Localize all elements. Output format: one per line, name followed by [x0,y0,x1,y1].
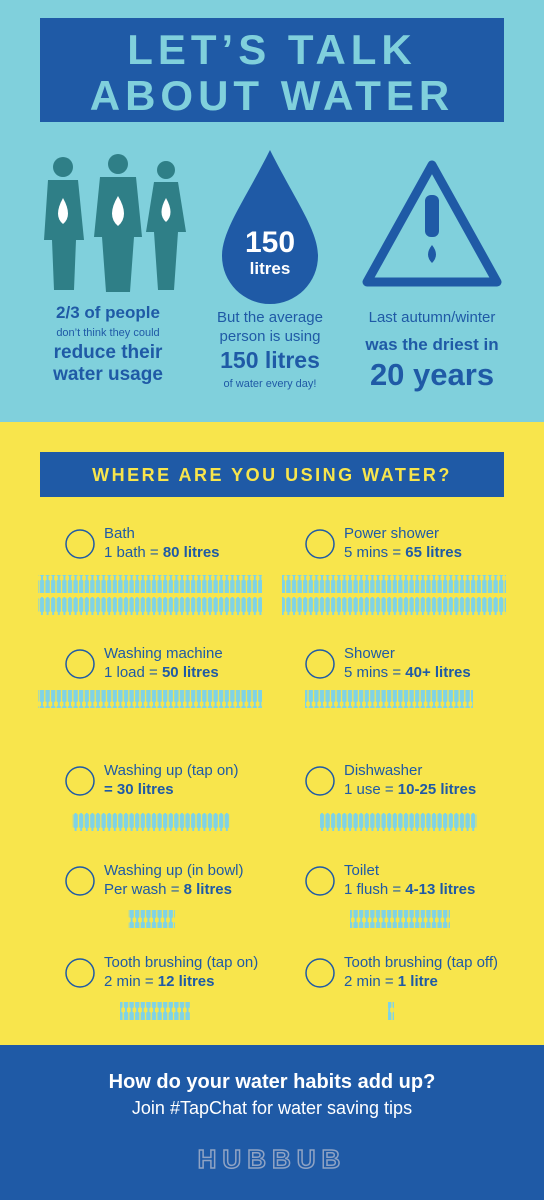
item-value: 4-13 litres [405,881,475,898]
item-value: 10-25 litres [398,781,476,798]
item-prefix: 2 min = [344,973,398,990]
item-value: 40+ litres [405,664,470,681]
item-amount: 1 use = 10-25 litres [344,781,476,798]
item-value: 12 litres [158,973,215,990]
section-box [40,452,504,497]
stat-line: reduce their [54,342,163,363]
bottle-row [120,1002,190,1020]
item-name: Power shower [344,525,439,542]
items: Bath 1 bath = 80 litres Power shower 5 mins… [38,525,506,1020]
item-name: Washing up (in bowl) [104,862,244,879]
item-prefix: 1 bath = [104,544,163,561]
item-name: Tooth brushing (tap on) [104,954,258,971]
stat-line: 2/3 of people [56,303,160,322]
item-name: Tooth brushing (tap off) [344,954,498,971]
people-icon [44,154,186,292]
warning-icon [362,160,502,287]
item-prefix: 5 mins = [344,664,405,681]
item-value: 80 litres [163,544,220,561]
item-amount: 5 mins = 40+ litres [344,664,471,681]
item-name: Dishwasher [344,762,422,779]
item-amount: = 30 litres [104,781,174,798]
bottle-row [38,575,262,593]
item-amount: 5 mins = 65 litres [344,544,462,561]
stat-line: 150 litres [220,347,320,373]
stat-line: water usage [52,364,163,385]
bottle-row [282,597,506,615]
title-line: ABOUT WATER [90,72,455,119]
item-prefix: Per wash = [104,881,184,898]
item-value: 1 litre [398,973,438,990]
item-icon [65,958,95,988]
stat-line: Last autumn/winter [369,309,496,326]
item-name: Washing up (tap on) [104,762,239,779]
bottle-row [350,910,450,928]
item-value: 65 litres [405,544,462,561]
item-amount: 1 flush = 4-13 litres [344,881,475,898]
bottle-row [282,575,506,593]
bottle-row [320,813,477,831]
bottle-row [128,910,175,928]
title-box [40,18,504,122]
logo: HUBBUB [198,1144,347,1174]
item-value: = 30 litres [104,781,174,798]
footer-cta: Join #TapChat for water saving tips [132,1098,412,1118]
stat-line: was the driest in [364,335,498,354]
item-name: Bath [104,525,135,542]
item-icon [65,766,95,796]
item-prefix: 5 mins = [344,544,405,561]
drop-unit: litres [250,259,291,278]
item-icon [65,866,95,896]
item-name: Toilet [344,862,380,879]
middle-band [0,422,544,1045]
bottle-row [388,1002,394,1020]
item-value: 50 litres [162,664,219,681]
item-icon [305,649,335,679]
stat-line: of water every day! [224,378,317,390]
item-amount: 1 bath = 80 litres [104,544,220,561]
title-line: LET’S TALK [127,26,417,73]
warning-drop [428,245,436,263]
item-prefix: 1 use = [344,781,398,798]
bottle-row [305,690,473,708]
stat-line: person is using [220,328,321,345]
drop-icon [222,150,318,304]
item-amount: 2 min = 12 litres [104,973,215,990]
footer-band [0,1045,544,1200]
bottle-row [72,813,230,831]
item-icon [65,649,95,679]
item-icon [305,529,335,559]
section-title: WHERE ARE YOU USING WATER? [92,465,452,485]
stat-line: 20 years [370,357,494,392]
drop-value: 150 [245,226,295,259]
item-prefix: 2 min = [104,973,158,990]
item-icon [305,766,335,796]
item-icon [305,866,335,896]
footer-question: How do your water habits add up? [109,1071,436,1093]
item-name: Shower [344,645,395,662]
warning-bar [425,195,439,237]
item-prefix: 1 flush = [344,881,405,898]
item-amount: 2 min = 1 litre [344,973,438,990]
item-amount: 1 load = 50 litres [104,664,219,681]
stat-line: don’t think they could [56,327,159,339]
item-value: 8 litres [184,881,232,898]
item-amount: Per wash = 8 litres [104,881,232,898]
item-icon [305,958,335,988]
stat-line: But the average [217,309,323,326]
item-icon [65,529,95,559]
people-drops [58,196,171,226]
item-name: Washing machine [104,645,223,662]
item-prefix: 1 load = [104,664,162,681]
bottle-row [38,690,262,708]
bottle-row [38,597,262,615]
